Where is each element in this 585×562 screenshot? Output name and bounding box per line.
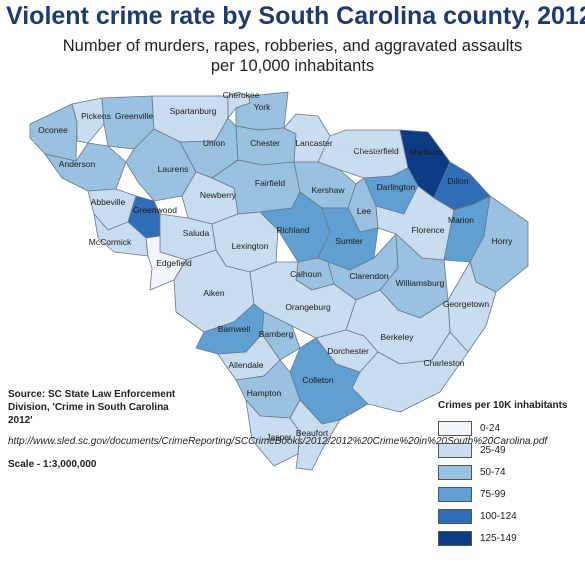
legend-swatch xyxy=(438,530,472,546)
legend-item: 125-149 xyxy=(438,527,583,549)
source-url: http://www.sled.sc.gov/documents/CrimeRe… xyxy=(8,435,547,448)
subtitle-line-2: per 10,000 inhabitants xyxy=(210,57,375,75)
county-label-charleston: Charleston xyxy=(423,358,464,368)
county-label-marlboro: Marlboro xyxy=(409,147,443,157)
county-label-saluda: Saluda xyxy=(183,228,210,238)
county-label-hampton: Hampton xyxy=(247,388,282,398)
map-subtitle: Number of murders, rapes, robberies, and… xyxy=(0,36,585,76)
county-label-berkeley: Berkeley xyxy=(380,332,414,342)
county-label-fairfield: Fairfield xyxy=(255,178,286,188)
county-label-beaufort: Beaufort xyxy=(296,428,329,438)
county-label-dorchester: Dorchester xyxy=(327,346,369,356)
county-label-greenville: Greenville xyxy=(115,111,154,121)
legend-label: 75-99 xyxy=(480,488,506,500)
legend: Crimes per 10K inhabitants 0-24 25-49 50… xyxy=(438,400,583,549)
county-label-laurens: Laurens xyxy=(158,164,189,174)
county-label-barnwell: Barnwell xyxy=(218,324,251,334)
county-label-allendale: Allendale xyxy=(229,360,264,370)
legend-swatch xyxy=(438,464,472,480)
legend-swatch xyxy=(438,508,472,524)
county-label-newberry: Newberry xyxy=(200,190,237,200)
county-label-greenwood: Greenwood xyxy=(133,205,177,215)
county-label-jasper: Jasper xyxy=(266,432,292,442)
legend-item: 25-49 xyxy=(438,439,583,461)
county-label-york: York xyxy=(254,102,271,112)
legend-swatch xyxy=(438,420,472,436)
county-label-richland: Richland xyxy=(276,225,309,235)
county-label-union: Union xyxy=(203,138,225,148)
county-bamberg xyxy=(261,311,301,361)
county-label-mccormick: McCormick xyxy=(89,237,132,247)
county-label-lee: Lee xyxy=(357,206,371,216)
county-label-clarendon: Clarendon xyxy=(349,271,388,281)
county-label-sumter: Sumter xyxy=(335,236,363,246)
county-label-pickens: Pickens xyxy=(81,111,111,121)
county-label-abbeville: Abbeville xyxy=(91,197,126,207)
county-label-spartanburg: Spartanburg xyxy=(170,106,217,116)
county-label-anderson: Anderson xyxy=(59,159,96,169)
legend-title: Crimes per 10K inhabitants xyxy=(438,400,568,411)
source-block: Source: SC State Law Enforcement Divisio… xyxy=(8,388,547,471)
source-citation: Source: SC State Law Enforcement Divisio… xyxy=(8,389,176,426)
legend-item: 75-99 xyxy=(438,483,583,505)
legend-label: 50-74 xyxy=(480,466,506,478)
county-label-edgefield: Edgefield xyxy=(156,258,192,268)
county-label-chesterfield: Chesterfield xyxy=(353,146,399,156)
county-beaufort xyxy=(289,399,341,471)
legend-item: 0-24 xyxy=(438,417,583,439)
county-label-horry: Horry xyxy=(492,236,514,246)
county-label-lancaster: Lancaster xyxy=(295,138,332,148)
county-label-florence: Florence xyxy=(411,225,444,235)
legend-label: 25-49 xyxy=(480,444,506,456)
legend-label: 0-24 xyxy=(480,422,501,434)
county-label-lexington: Lexington xyxy=(232,241,269,251)
county-label-bamberg: Bamberg xyxy=(259,329,294,339)
county-label-orangeburg: Orangeburg xyxy=(285,302,331,312)
legend-swatch xyxy=(438,442,472,458)
county-label-williamsburg: Williamsburg xyxy=(396,278,445,288)
legend-item: 50-74 xyxy=(438,461,583,483)
subtitle-line-1: Number of murders, rapes, robberies, and… xyxy=(62,37,523,55)
map-title: Violent crime rate by South Carolina cou… xyxy=(6,2,585,30)
legend-item: 100-124 xyxy=(438,505,583,527)
county-label-kershaw: Kershaw xyxy=(311,185,345,195)
county-label-cherokee: Cherokee xyxy=(223,90,260,100)
county-label-chester: Chester xyxy=(250,138,280,148)
county-label-calhoun: Calhoun xyxy=(290,269,322,279)
county-label-marion: Marion xyxy=(448,215,474,225)
county-label-colleton: Colleton xyxy=(302,375,333,385)
county-label-darlington: Darlington xyxy=(377,182,416,192)
county-label-aiken: Aiken xyxy=(203,288,225,298)
watermark-text: Ads Like This Admin ng xyxy=(316,147,379,153)
county-label-dillon: Dillon xyxy=(447,176,469,186)
legend-swatch xyxy=(438,486,472,502)
legend-label: 125-149 xyxy=(480,532,517,544)
county-label-oconee: Oconee xyxy=(38,125,68,135)
map-scale: Scale - 1:3,000,000 xyxy=(8,459,97,470)
legend-label: 100-124 xyxy=(480,510,517,522)
county-label-georgetown: Georgetown xyxy=(443,299,490,309)
